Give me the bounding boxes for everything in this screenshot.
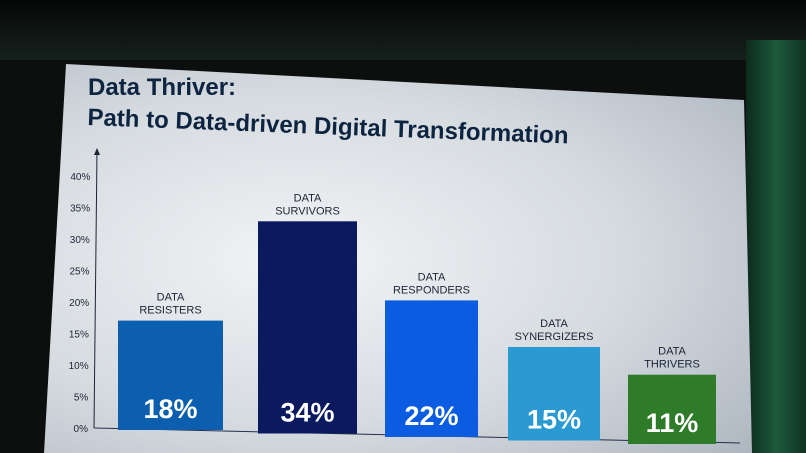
bar [118,320,223,430]
value-label: 34% [280,398,334,428]
y-tick-label: 20% [69,298,89,309]
category-label: SURVIVORS [275,205,340,217]
category-label: RESPONDERS [393,284,470,296]
curtain-right [746,40,806,453]
value-label: 18% [143,394,197,424]
y-tick-label: 5% [74,393,89,404]
category-label: DATA [658,346,686,358]
curtain-top [0,0,806,60]
y-axis-arrow-icon [94,148,100,155]
category-label: DATA [157,292,185,304]
value-label: 15% [527,405,581,435]
category-label: DATA [418,271,446,283]
value-label: 11% [646,408,699,438]
category-label: THRIVERS [644,359,700,371]
y-tick-label: 25% [69,267,89,278]
bar [385,300,478,437]
chart-title: Data Thriver: [88,74,237,101]
category-label: DATA [540,318,568,330]
bar [508,347,600,441]
y-tick-label: 30% [70,235,90,246]
y-tick-label: 0% [74,424,89,435]
bar [628,374,716,444]
category-label: SYNERGIZERS [515,331,594,343]
category-label: DATA [294,192,322,204]
category-label: RESISTERS [139,305,201,317]
value-label: 22% [404,401,458,431]
y-tick-label: 40% [70,172,90,183]
y-axis [93,149,98,429]
y-tick-label: 35% [70,204,90,215]
bar [258,221,357,434]
y-tick-label: 15% [69,330,89,341]
y-tick-label: 10% [69,361,89,372]
